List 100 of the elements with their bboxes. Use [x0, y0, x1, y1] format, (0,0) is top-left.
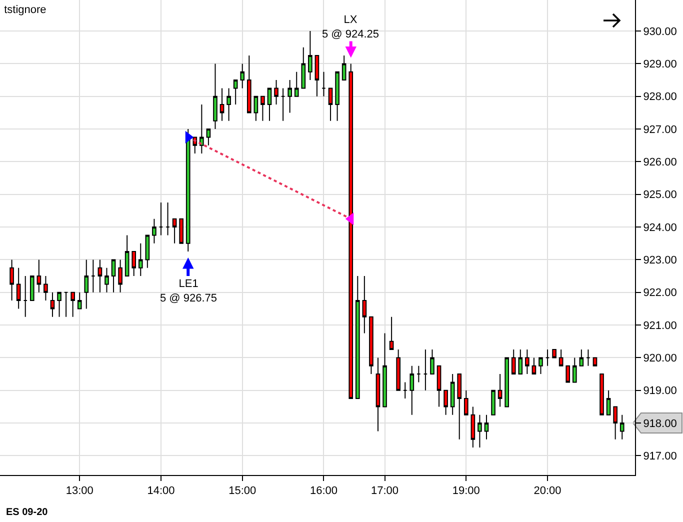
candlestick	[355, 276, 360, 400]
candlestick	[532, 357, 536, 375]
candlestick	[538, 357, 543, 375]
candlestick	[16, 267, 21, 310]
candlestick	[30, 276, 34, 302]
x-tick-label: 13:00	[66, 485, 94, 498]
candlestick	[280, 88, 286, 122]
annotation: LE1 5 @ 926.75	[160, 278, 218, 304]
y-tick-label: 917.00	[643, 450, 677, 463]
candlestick	[552, 349, 556, 358]
candlestick	[138, 242, 143, 277]
candlestick	[620, 414, 624, 440]
candlestick	[430, 349, 434, 375]
candlestick	[288, 80, 292, 114]
candlestick	[301, 46, 306, 89]
candlestick	[10, 259, 14, 302]
candlestick	[246, 55, 252, 114]
candlestick	[498, 374, 502, 408]
x-tick-label: 14:00	[147, 485, 175, 498]
y-tick-label: 930.00	[643, 26, 677, 38]
candlestick	[511, 349, 516, 375]
candlestick	[382, 332, 387, 408]
candlestick	[579, 349, 584, 366]
candlestick	[558, 349, 564, 366]
y-tick-label: 922.00	[643, 287, 677, 300]
candlestick	[98, 259, 102, 293]
candlestick	[132, 251, 136, 277]
candlestick	[525, 349, 530, 375]
x-tick-label: 20:00	[534, 485, 562, 498]
y-tick-label: 923.00	[643, 254, 677, 267]
candlestick	[335, 71, 340, 122]
candlestick	[220, 88, 224, 122]
candlestick	[70, 292, 75, 318]
candlestick	[586, 349, 590, 366]
candlestick	[362, 276, 367, 334]
candlestick	[613, 406, 618, 440]
x-tick-label: 17:00	[371, 485, 399, 498]
candlestick	[145, 234, 150, 268]
candlestick	[118, 259, 122, 293]
candlestick	[274, 80, 278, 106]
candlestick	[50, 292, 55, 318]
candlestick	[104, 267, 109, 293]
candlestick	[57, 292, 62, 318]
y-tick-label: 921.00	[643, 320, 677, 332]
candlestick	[206, 128, 211, 146]
candlestick	[23, 276, 28, 318]
y-tick-label: 920.00	[643, 352, 677, 365]
candlestick	[396, 349, 400, 391]
candlestick	[369, 316, 374, 375]
candlestick	[470, 406, 476, 448]
candlestick	[444, 390, 448, 416]
candlestick	[504, 357, 509, 408]
x-tick-label: 19:00	[452, 485, 480, 498]
candlestick	[308, 30, 312, 81]
candlestick	[152, 218, 156, 244]
candlestick	[410, 365, 414, 416]
x-tick-label: 15:00	[228, 485, 256, 498]
candlestick	[572, 357, 577, 383]
candlestick	[402, 382, 408, 400]
candlestick	[200, 104, 204, 154]
y-tick-label: 926.00	[643, 156, 677, 169]
candlestick	[376, 357, 380, 432]
text: ES 09-20	[6, 507, 48, 518]
y-tick-label: 925.00	[643, 189, 677, 202]
candlestick	[478, 414, 482, 448]
y-tick-label: 928.00	[643, 91, 677, 104]
candlestick	[606, 390, 611, 416]
chart-title: tstignore	[4, 4, 46, 16]
candlestick	[484, 414, 489, 440]
candlestick	[124, 234, 130, 277]
candlestick	[179, 218, 184, 244]
candlestick	[314, 55, 320, 97]
candlestick	[158, 202, 164, 236]
candlestick	[254, 96, 258, 122]
candlestick	[91, 259, 96, 293]
candlestick	[464, 390, 468, 416]
candlestick	[84, 259, 89, 310]
candlestick	[423, 349, 428, 391]
candlestick	[491, 390, 496, 416]
candlestick	[77, 292, 82, 310]
candlestick	[240, 63, 245, 89]
x-tick-label: 16:00	[310, 485, 338, 498]
candlestick	[267, 88, 272, 122]
y-tick-label: 924.00	[643, 222, 677, 234]
candlestick	[226, 88, 231, 122]
candlestick	[342, 55, 346, 81]
candlestick	[328, 88, 333, 122]
candlestick	[44, 276, 48, 302]
candlestick	[518, 349, 523, 375]
candlestick	[600, 374, 604, 416]
candlestick	[166, 202, 170, 236]
y-tick-label: 929.00	[643, 58, 677, 71]
candlestick	[457, 374, 462, 440]
candlestick	[322, 71, 326, 97]
candlestick	[592, 357, 598, 366]
candlestick	[389, 316, 394, 350]
candlestick	[233, 80, 238, 106]
candlestick	[416, 365, 421, 383]
candlestick	[36, 259, 42, 293]
candlestick	[566, 365, 570, 383]
